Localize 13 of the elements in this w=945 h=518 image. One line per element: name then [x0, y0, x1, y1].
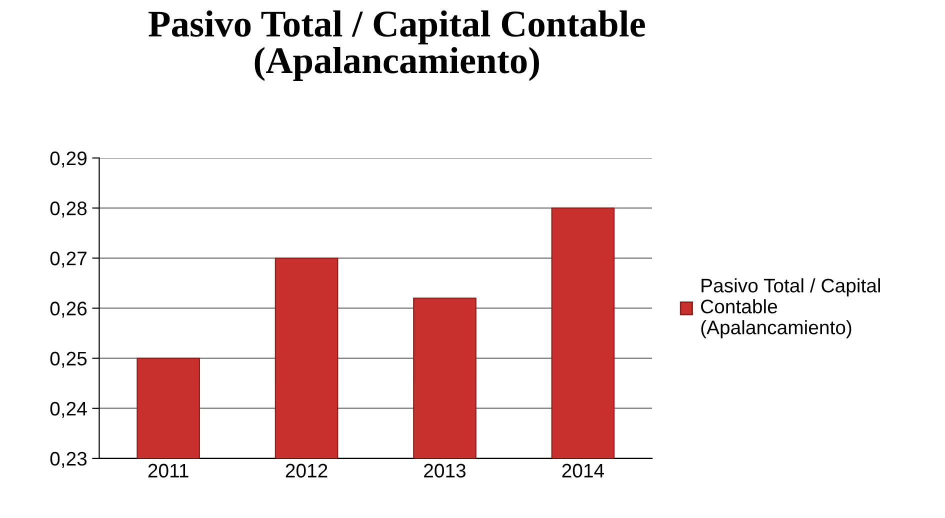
y-tick-label: 0,25 — [50, 352, 87, 368]
x-tick-label: 2014 — [562, 464, 604, 478]
y-tick-label: 0,24 — [50, 402, 87, 418]
y-tick-label: 0,29 — [50, 151, 86, 168]
chart-title: Pasivo Total / Capital Contable (Apalancamiento) — [148, 10, 645, 81]
x-tick-label: 2013 — [424, 464, 466, 478]
y-tick-label: 0,23 — [50, 452, 87, 468]
y-tick-label: 0,26 — [50, 302, 87, 318]
x-tick-label: 2011 — [148, 464, 188, 478]
x-tick-label: 2012 — [286, 464, 328, 478]
y-tick-label: 0,27 — [50, 252, 86, 268]
y-tick-label: 0,28 — [50, 202, 87, 218]
legend-label: Pasivo Total / Capital Contable (Apalancamiento) — [701, 278, 880, 338]
